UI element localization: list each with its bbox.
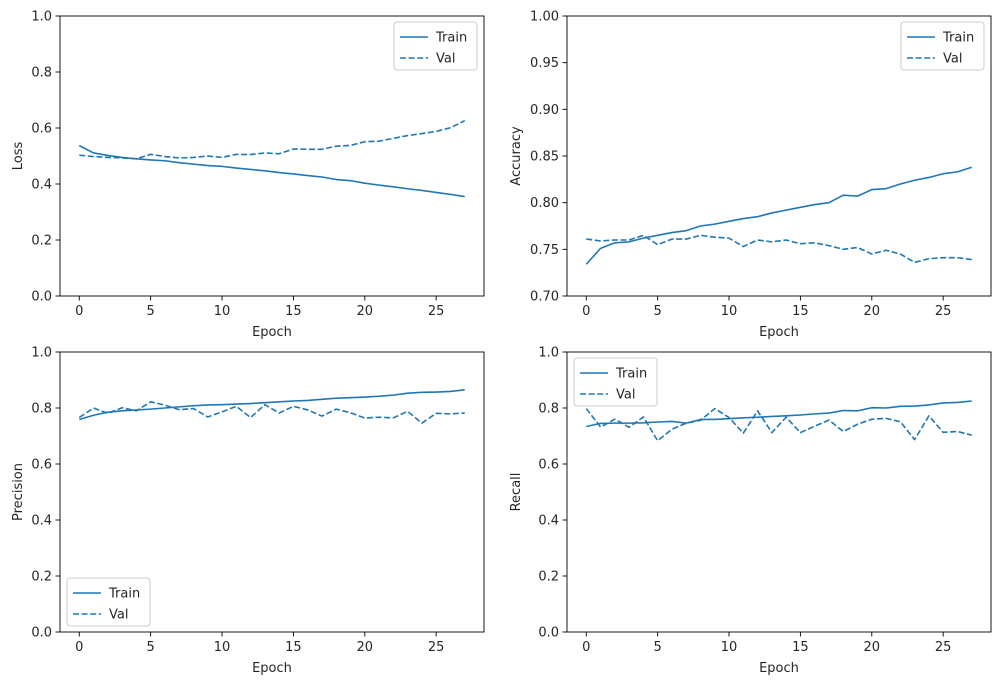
x-tick-label: 25 <box>935 304 952 319</box>
x-tick-label: 15 <box>792 640 809 655</box>
x-tick-label: 25 <box>428 304 445 319</box>
series-line-train <box>78 144 465 198</box>
x-axis-label: Epoch <box>759 661 799 676</box>
series-line-val <box>79 120 466 160</box>
y-tick-label: 0.2 <box>538 570 559 585</box>
series-line-train <box>79 389 465 421</box>
x-tick-label: 15 <box>792 304 809 319</box>
y-tick-label: 0.4 <box>538 514 559 529</box>
subplot-recall: 0 5 10 15 20 25 0.0 0.2 0.4 0.6 0.8 1.0 Epoch Recall T… <box>509 346 992 676</box>
x-tick-label: 0 <box>75 640 83 655</box>
x-tick-label: 5 <box>654 640 662 655</box>
y-tick-label: 0.85 <box>530 150 559 165</box>
y-tick-label: 1.00 <box>530 10 559 25</box>
y-tick-label: 0.80 <box>530 196 559 211</box>
legend-label-train: Train <box>615 367 647 382</box>
y-tick-label: 0.8 <box>538 402 559 417</box>
x-tick-label: 0 <box>75 304 83 319</box>
x-tick-label: 0 <box>582 640 590 655</box>
legend: Train Val <box>66 577 151 627</box>
legend: Train Val <box>393 21 478 71</box>
y-tick-label: 0.90 <box>530 103 559 118</box>
x-axis-label: Epoch <box>252 661 292 676</box>
y-axis-label: Precision <box>11 463 26 521</box>
x-tick-label: 25 <box>428 640 445 655</box>
y-tick-label: 0.8 <box>31 402 52 417</box>
x-tick-label: 20 <box>357 640 374 655</box>
legend-label-val: Val <box>109 608 128 623</box>
x-tick-label: 10 <box>214 304 231 319</box>
x-tick-label: 20 <box>864 304 881 319</box>
y-tick-label: 1.0 <box>31 10 52 25</box>
legend: Train Val <box>573 357 658 407</box>
series-line-val <box>586 234 972 264</box>
y-tick-label: 0.0 <box>538 626 559 641</box>
x-tick-label: 15 <box>285 304 302 319</box>
y-tick-label: 0.2 <box>31 570 52 585</box>
legend-box <box>573 357 658 407</box>
x-axis-label: Epoch <box>759 325 799 340</box>
subplot-loss: 0 5 10 15 20 25 0.0 0.2 0.4 0.6 0.8 1.0 Epoch Loss Tra… <box>11 10 485 340</box>
y-tick-label: 1.0 <box>538 346 559 361</box>
y-tick-label: 0.6 <box>31 458 52 473</box>
x-tick-label: 5 <box>147 304 155 319</box>
legend-label-val: Val <box>436 52 455 67</box>
y-tick-label: 0.2 <box>31 234 52 249</box>
axes-frame <box>59 351 485 633</box>
x-tick-label: 0 <box>582 304 590 319</box>
x-tick-label: 10 <box>214 640 231 655</box>
axes-frame <box>566 351 992 633</box>
subplot-precision: 0 5 10 15 20 25 0.0 0.2 0.4 0.6 0.8 1.0 Epoch Precisi… <box>11 346 485 676</box>
y-tick-label: 0.0 <box>31 290 52 305</box>
y-tick-label: 0.6 <box>31 122 52 137</box>
y-tick-label: 1.0 <box>31 346 52 361</box>
axes-frame <box>59 15 485 297</box>
legend-box <box>66 577 151 627</box>
y-tick-label: 0.95 <box>530 56 559 71</box>
x-tick-label: 20 <box>357 304 374 319</box>
subplot-accuracy: 0 5 10 15 20 25 0.70 0.75 0.80 0.85 0.90 0.95 1.00 Ep… <box>509 10 992 340</box>
series-line-val <box>585 407 972 442</box>
legend-label-train: Train <box>108 587 140 602</box>
y-axis-label: Loss <box>11 142 26 171</box>
y-tick-label: 0.8 <box>31 66 52 81</box>
y-tick-label: 0.4 <box>31 514 52 529</box>
y-tick-label: 0.70 <box>530 290 559 305</box>
y-tick-label: 0.75 <box>530 243 559 258</box>
y-axis-label: Accuracy <box>509 126 524 186</box>
x-tick-label: 20 <box>864 640 881 655</box>
x-axis-label: Epoch <box>252 325 292 340</box>
x-tick-label: 5 <box>147 640 155 655</box>
x-tick-label: 10 <box>721 640 738 655</box>
legend: Train Val <box>900 21 985 71</box>
y-tick-label: 0.6 <box>538 458 559 473</box>
y-tick-label: 0.4 <box>31 178 52 193</box>
legend-label-train: Train <box>435 31 467 46</box>
legend-label-train: Train <box>942 31 974 46</box>
series-line-train <box>586 400 972 428</box>
legend-box <box>393 21 478 71</box>
series-line-val <box>78 401 465 424</box>
legend-box <box>900 21 985 71</box>
x-tick-label: 25 <box>935 640 952 655</box>
y-axis-label: Recall <box>509 473 524 512</box>
x-tick-label: 15 <box>285 640 302 655</box>
legend-label-val: Val <box>943 52 962 67</box>
legend-label-val: Val <box>616 388 635 403</box>
series-line-train <box>585 166 972 265</box>
x-tick-label: 10 <box>721 304 738 319</box>
y-tick-label: 0.0 <box>31 626 52 641</box>
x-tick-label: 5 <box>654 304 662 319</box>
